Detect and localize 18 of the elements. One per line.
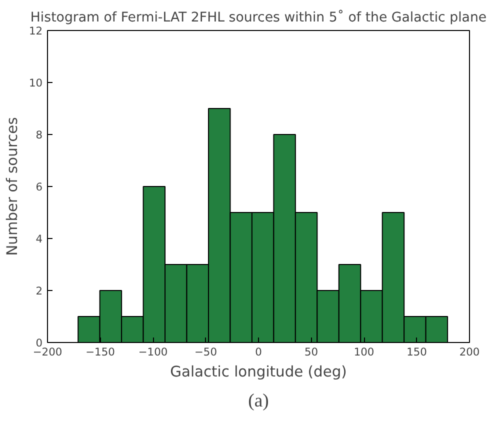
x-tick-label: −50 — [194, 346, 218, 358]
x-tick-label: −100 — [138, 346, 168, 358]
y-tick-label: 12 — [28, 24, 43, 38]
x-tick-label: 150 — [406, 346, 428, 358]
chart-title: Histogram of Fermi-LAT 2FHL sources within 5˚ of the Galactic plane — [30, 10, 487, 26]
text: (a) — [248, 390, 269, 412]
y-tick-label: 2 — [36, 284, 42, 298]
y-tick-label: 10 — [28, 76, 43, 90]
x-axis-title: Galactic longitude (deg) — [170, 364, 347, 380]
x-tick-label: −150 — [86, 346, 116, 358]
y-tick-label: 8 — [36, 128, 43, 142]
x-tick-label: 0 — [255, 346, 262, 358]
x-tick-label: 100 — [354, 346, 374, 358]
x-tick-label: 50 — [304, 346, 318, 358]
y-tick-label: 4 — [36, 232, 43, 246]
x-tick-label: 200 — [459, 346, 480, 358]
y-axis-title: Number of sources — [4, 117, 21, 256]
y-tick-label: 6 — [36, 180, 43, 194]
